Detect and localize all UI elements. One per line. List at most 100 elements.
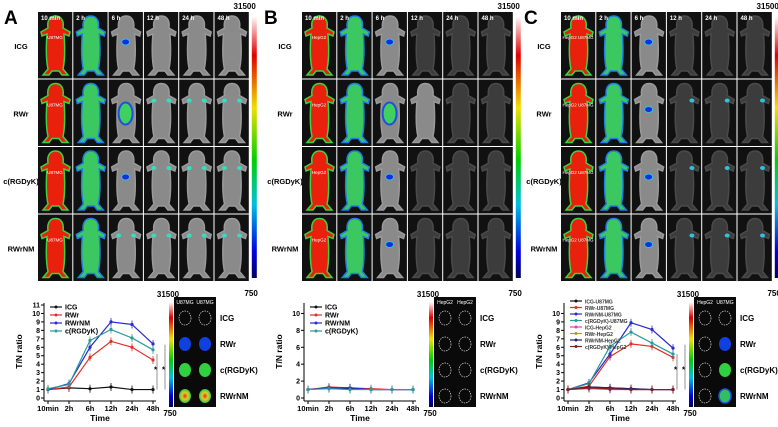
mouse-image [108, 79, 143, 146]
signal-spot [121, 38, 131, 46]
colorbar-max: 31500 [498, 2, 521, 11]
data-point [88, 345, 92, 349]
mouse-silhouette [75, 15, 107, 76]
organ-greenblue [718, 388, 732, 404]
data-point [390, 387, 394, 392]
mouse-image [443, 214, 478, 281]
row-label: ICG [278, 42, 292, 51]
legend-label: RWrNM [325, 320, 350, 327]
legend-label: RWr-U87MG [585, 306, 614, 312]
mouse-image: 2 h [596, 12, 631, 79]
y-tick-label: 4 [556, 362, 560, 369]
ex-vivo-row-label: RWr [740, 340, 756, 349]
significance-mark: * [154, 366, 158, 375]
colorbar-min: 750 [423, 409, 437, 418]
y-tick-label: 9 [36, 319, 40, 326]
y-tick-label: 9 [556, 319, 560, 326]
mouse-silhouette [216, 217, 248, 279]
signal-spot [385, 173, 395, 181]
y-axis-label: T/N ratio [534, 334, 544, 368]
legend-label: RWrNM-U87MG [585, 312, 622, 318]
mouse-silhouette [75, 82, 107, 144]
mouse-image [372, 214, 407, 281]
ex-vivo-header: HepG2 [437, 300, 453, 306]
organ-outline [458, 388, 472, 404]
series-line [47, 328, 154, 390]
ex-vivo-image: 31500 750 U87MG U87MG ICG RWr c(RGDyK) RWrNM [157, 290, 258, 418]
panel-letter: B [264, 8, 278, 29]
data-point [671, 346, 675, 350]
x-axis-label: Time [610, 413, 630, 423]
organ-green [719, 363, 731, 377]
colorbar [774, 16, 778, 278]
y-tick-label: 1 [556, 387, 560, 394]
signal-spot [201, 166, 207, 170]
colorbar [515, 16, 521, 278]
data-point [109, 339, 113, 343]
mouse-silhouette [110, 217, 142, 279]
data-point [88, 387, 92, 391]
mouse-image: 2 h [73, 12, 108, 79]
time-label: 48 h [218, 16, 230, 22]
signal-spot [724, 233, 730, 238]
mouse-silhouette [598, 217, 630, 279]
mouse-silhouette [181, 150, 213, 211]
mouse-image [337, 147, 372, 214]
organ-green [199, 363, 211, 377]
mouse-image [143, 79, 179, 146]
mouse-image: 48 h [737, 12, 772, 79]
organ-outline [438, 388, 452, 404]
mouse-silhouette [40, 150, 71, 211]
legend-label: RWr [65, 312, 79, 319]
ex-vivo-colorbar [429, 302, 433, 407]
ex-vivo-row-label: c(RGDyK) [220, 366, 258, 375]
legend-label: RWr [325, 312, 339, 319]
ex-vivo-colorbar [689, 302, 693, 407]
mouse-silhouette [410, 82, 441, 144]
mouse-silhouette [181, 217, 213, 279]
legend-marker [314, 329, 318, 333]
signal-spot [760, 166, 765, 170]
legend-marker [314, 321, 318, 325]
mouse-silhouette [633, 82, 665, 144]
ex-vivo-row-label: RWrNM [740, 392, 769, 401]
mouse-image [666, 147, 702, 214]
signal-spot [186, 233, 192, 238]
row-label: c(RGDyK) [526, 177, 562, 186]
signal-spot [760, 233, 765, 238]
mouse-image [407, 147, 443, 214]
signal-spot [689, 166, 695, 170]
y-tick-label: 3 [556, 370, 560, 377]
mouse-silhouette [339, 82, 371, 144]
y-tick-label: 10 [552, 311, 560, 318]
y-tick-label: 3 [36, 370, 40, 377]
mouse-silhouette [669, 150, 700, 211]
data-point [109, 385, 113, 389]
mouse-image [73, 147, 108, 214]
signal-spot [121, 173, 131, 181]
data-point [130, 322, 134, 327]
mouse-image [179, 147, 214, 214]
mouse-silhouette [445, 82, 477, 144]
y-axis-label: T/N ratio [274, 334, 284, 368]
organ-outline [458, 336, 472, 352]
ex-vivo-row-label: RWrNM [220, 392, 249, 401]
data-point [608, 344, 612, 349]
signal-spot [117, 101, 134, 126]
mouse-image [372, 147, 407, 214]
mouse-silhouette [75, 217, 107, 279]
mouse-image: 6 h [631, 12, 666, 79]
significance-mark: * [674, 366, 678, 375]
data-point [67, 382, 71, 387]
series-rwrnm-u87mg [566, 318, 675, 394]
mouse-silhouette [216, 15, 248, 76]
mouse-image [214, 147, 249, 214]
mouse-image: 48 h [214, 12, 249, 79]
mouse-image [478, 214, 513, 281]
y-tick-label: 2 [296, 379, 300, 386]
tumor-label: U87MG [47, 35, 63, 40]
mouse-silhouette [410, 217, 441, 279]
legend-label: RWr-HepG2 [585, 332, 613, 338]
organ-outline [698, 362, 712, 378]
mouse-image: HepG2 [302, 214, 337, 281]
